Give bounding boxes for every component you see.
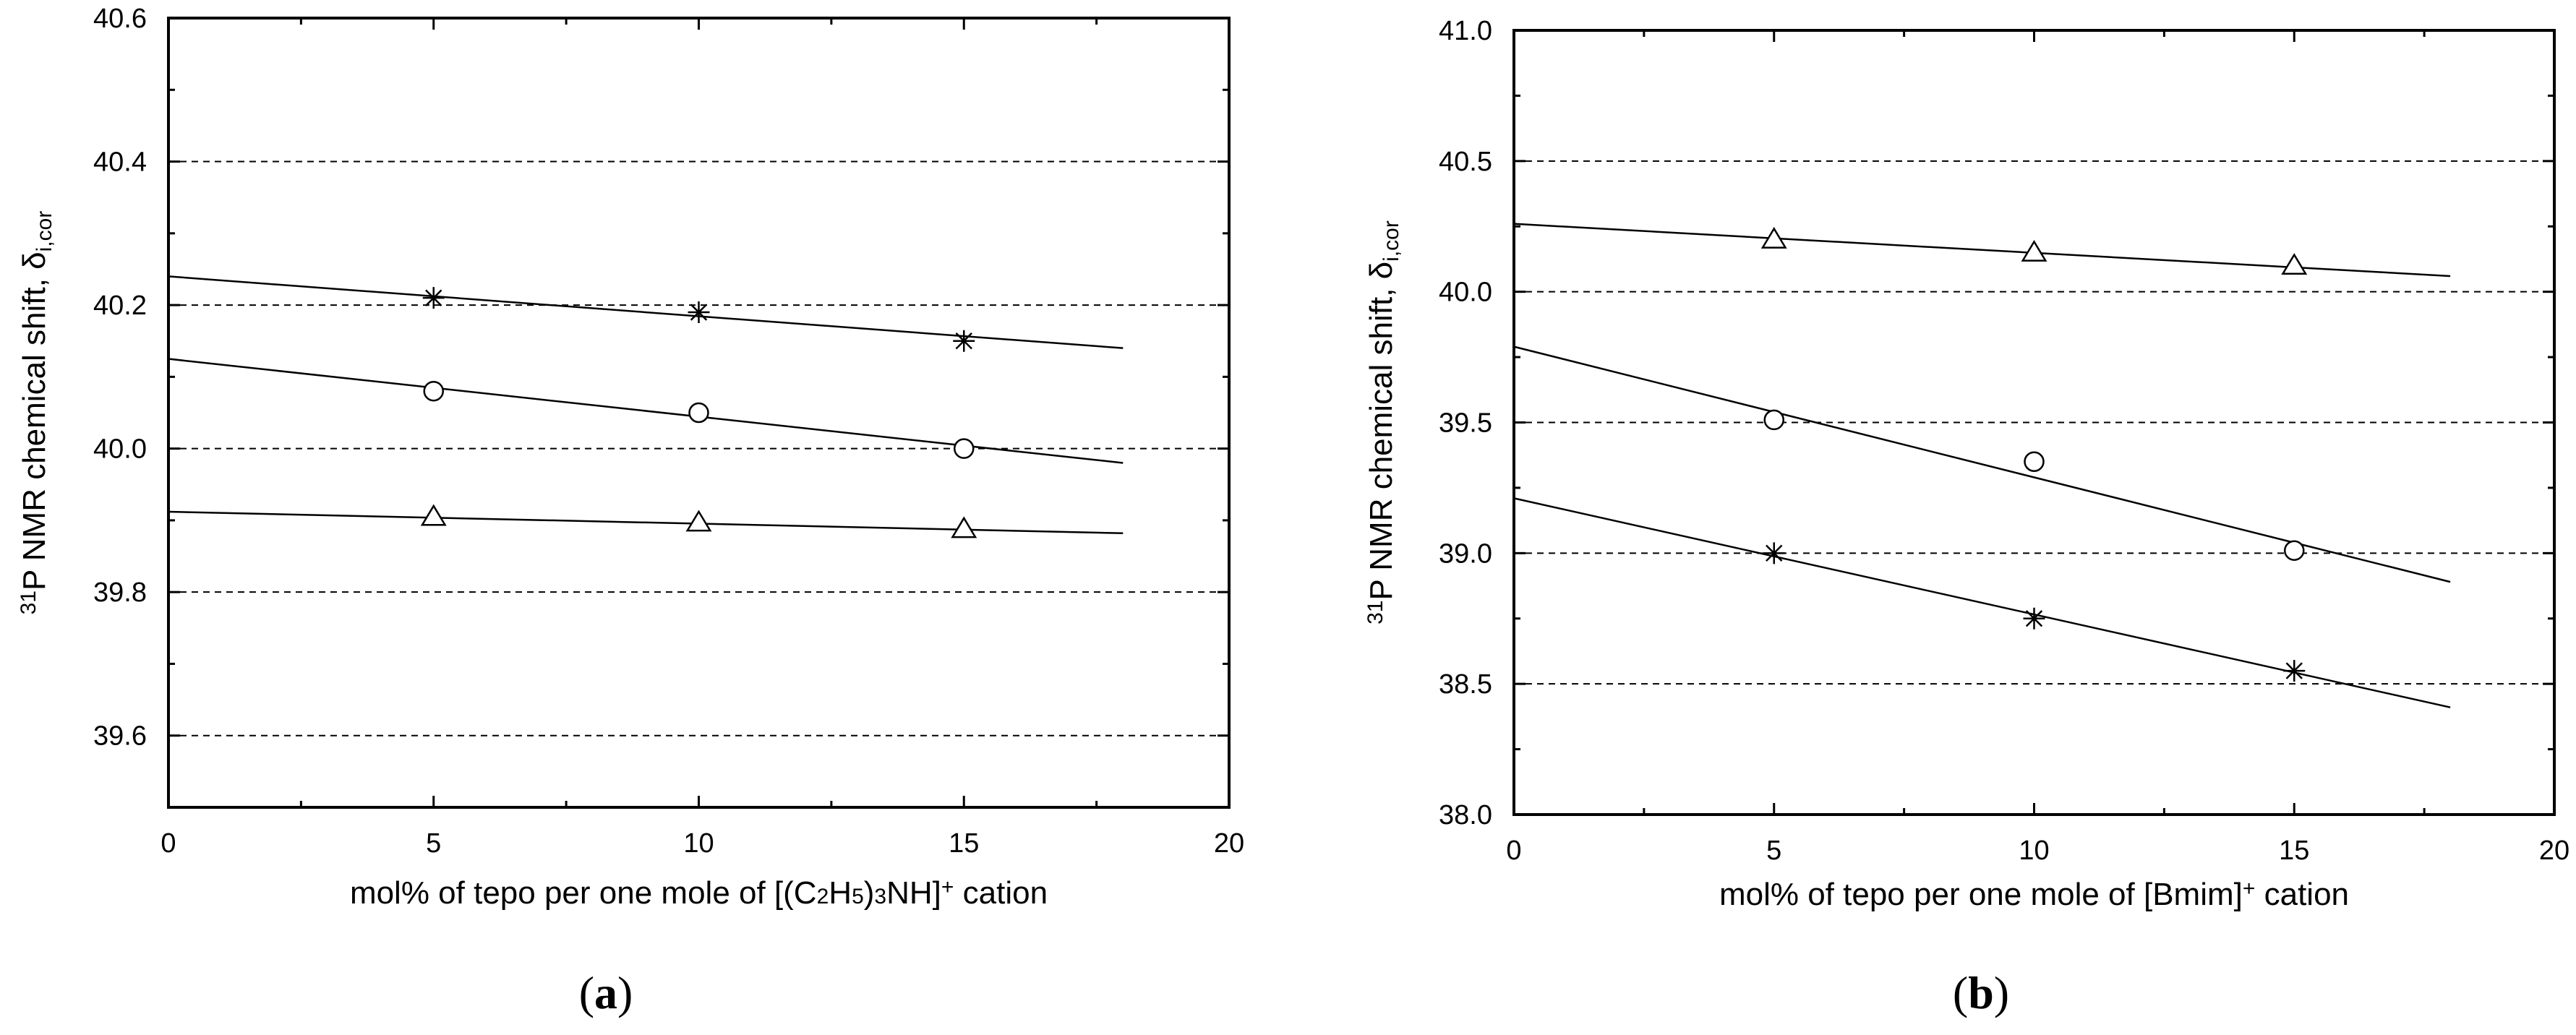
x-axis-title-part: 5: [852, 885, 864, 909]
panel-paren: ): [1994, 967, 2009, 1018]
y-tick-label: 40.0: [93, 434, 147, 465]
data-point-circle: [2024, 451, 2045, 472]
x-tick-label: 10: [2019, 836, 2049, 866]
y-tick-label: 39.8: [93, 577, 147, 608]
y-axis-title-part: P NMR chemical shift,: [1364, 279, 1399, 600]
y-tick-label: 38.0: [1439, 800, 1492, 830]
x-axis-title-part: H: [829, 875, 852, 911]
fit-line-star: [168, 275, 1124, 349]
x-axis-title-part: +: [941, 875, 954, 899]
x-axis-title-part: 3: [874, 885, 886, 909]
data-point-circle: [954, 438, 975, 459]
fit-line-triangle: [1513, 223, 2451, 278]
x-axis-title-part: mol% of tepo per one mole of [(C: [350, 875, 817, 911]
x-tick-label: 0: [1506, 836, 1521, 866]
data-point-circle: [688, 402, 709, 424]
panel-paren: ): [617, 967, 633, 1018]
x-tick-label: 20: [1214, 828, 1244, 859]
y-tick-label: 40.2: [93, 291, 147, 321]
plot-frame: [167, 17, 1231, 809]
x-axis-title: mol% of tepo per one mole of [Bmim]+ cat…: [1719, 877, 2349, 913]
panel-paren: (: [1953, 967, 1968, 1018]
delta-symbol: δ: [1364, 262, 1399, 280]
data-point-triangle: [2281, 253, 2308, 275]
panel-letter: a: [594, 967, 617, 1018]
fit-line-star: [1513, 497, 2451, 708]
x-axis-title-part: mol% of tepo per one mole of [Bmim]: [1719, 877, 2243, 912]
y-axis-title-part: 31: [17, 590, 40, 614]
panel-label: (b): [1953, 967, 2009, 1018]
x-tick-label: 5: [426, 828, 441, 859]
fit-line-triangle: [168, 510, 1124, 535]
y-axis-title-part: i,cor: [33, 211, 56, 252]
y-tick-label: 40.6: [93, 4, 147, 34]
data-point-star: [1763, 542, 1785, 564]
y-axis-title-part: i,cor: [1379, 220, 1403, 262]
panel-label: (a): [579, 967, 633, 1018]
panel-letter: b: [1968, 967, 1994, 1018]
data-point-star: [953, 330, 975, 352]
y-tick-label: 40.0: [1439, 278, 1492, 308]
x-axis-title-part: cation: [2255, 877, 2349, 912]
x-tick-label: 10: [683, 828, 714, 859]
y-tick-label: 39.0: [1439, 538, 1492, 569]
data-point-triangle: [2021, 239, 2047, 262]
x-tick-label: 0: [161, 828, 176, 859]
fit-line-circle: [1513, 345, 2451, 583]
x-axis-title-part: 2: [817, 885, 829, 909]
chart-panel-b: 0 5 10 15 20 38.0 38.5 39.0 39.5 40.0 40.5 41.0 mol%…: [1364, 16, 2570, 1018]
x-tick-label: 15: [2279, 836, 2309, 866]
x-tick-label: 20: [2539, 836, 2569, 866]
x-tick-label: 15: [949, 828, 979, 859]
data-point-circle: [2284, 540, 2305, 561]
y-tick-label: 40.4: [93, 147, 147, 178]
y-tick-label: 40.5: [1439, 147, 1492, 177]
y-axis-title-part: P NMR chemical shift,: [17, 270, 52, 590]
y-axis-title: 31P NMR chemical shift, δi,cor: [17, 211, 57, 615]
y-tick-label: 39.6: [93, 721, 147, 752]
x-tick-label: 5: [1766, 836, 1781, 866]
y-tick-label: 39.5: [1439, 408, 1492, 439]
data-point-star: [422, 287, 445, 309]
data-point-triangle: [685, 510, 712, 532]
data-point-circle: [423, 380, 444, 402]
y-axis-title: 31P NMR chemical shift, δi,cor: [1364, 220, 1404, 624]
y-tick-label: 38.5: [1439, 669, 1492, 700]
x-axis-title-part: cation: [954, 875, 1048, 911]
data-point-circle: [1763, 409, 1784, 431]
data-point-triangle: [420, 504, 447, 526]
data-point-triangle: [1760, 226, 1787, 249]
data-point-star: [2023, 607, 2045, 630]
delta-symbol: δ: [17, 252, 52, 270]
plot-frame: [1512, 29, 2556, 816]
data-point-star: [688, 301, 710, 324]
data-point-triangle: [951, 516, 977, 538]
x-axis-title: mol% of tepo per one mole of [(C2H5)3NH]…: [350, 875, 1048, 911]
fit-line-circle: [168, 358, 1124, 464]
x-axis-title-part: +: [2243, 877, 2256, 901]
panel-paren: (: [579, 967, 594, 1018]
y-tick-label: 41.0: [1439, 16, 1492, 46]
data-point-star: [2283, 660, 2306, 682]
x-axis-title-part: NH]: [886, 875, 941, 911]
chart-panel-a: 0 5 10 15 20 39.6 39.8 40.0 40.2 40.4 40.6 mol% of …: [17, 4, 1245, 1018]
x-axis-title-part: ): [864, 875, 875, 911]
y-axis-title-part: 31: [1364, 601, 1387, 624]
